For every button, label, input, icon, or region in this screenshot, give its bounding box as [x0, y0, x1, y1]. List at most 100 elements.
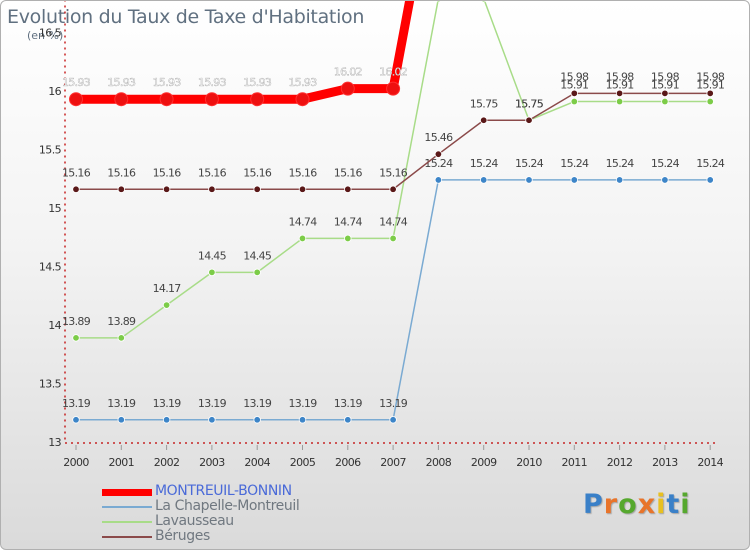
y-tick-label: 15.5 [39, 144, 62, 157]
data-label: 13.19 [153, 397, 182, 410]
data-point [208, 268, 216, 277]
x-tick-label: 2013 [652, 456, 678, 469]
x-tick-label: 2005 [290, 456, 316, 469]
y-tick-label: 16.5 [39, 27, 62, 40]
data-label: 14.74 [379, 215, 408, 228]
data-label: 14.45 [243, 249, 272, 262]
data-point [434, 176, 443, 184]
logo-letter: i [656, 489, 667, 520]
data-label: 15.93 [243, 76, 272, 89]
data-point [389, 185, 397, 193]
data-point [570, 97, 578, 106]
data-label: 13.89 [107, 315, 136, 328]
y-tick-label: 13 [48, 436, 61, 449]
logo-letter: i [680, 489, 691, 520]
series-lavausseau: 13.89 13.89 14.17 14.45 14.45 14.74 14.74 14.74… [62, 1, 725, 342]
y-tick-label: 14 [48, 319, 61, 332]
data-point [615, 176, 624, 184]
data-point [344, 416, 352, 424]
data-point [295, 92, 310, 107]
x-tick-label: 2011 [561, 456, 587, 469]
data-label: 13.19 [243, 397, 272, 410]
data-point [162, 301, 171, 309]
data-label: 15.75 [515, 97, 544, 110]
data-point [298, 234, 307, 243]
data-label: 15.24 [606, 157, 635, 170]
data-label: 15.91 [560, 79, 588, 92]
data-point [615, 97, 624, 106]
data-point [525, 176, 533, 184]
data-label: 15.98 [606, 70, 635, 83]
data-label: 15.16 [379, 166, 408, 179]
data-label: 13.19 [198, 397, 227, 410]
x-tick-label: 2009 [471, 456, 497, 469]
data-label: 15.98 [696, 70, 725, 83]
data-point [298, 185, 307, 193]
data-label: 15.93 [289, 76, 318, 89]
data-point [344, 185, 352, 193]
x-tick-label: 2006 [335, 456, 361, 469]
proxiti-logo: Proxiti [583, 489, 691, 520]
legend-label: MONTREUIL-BONNIN [155, 483, 292, 499]
x-tick-label: 2012 [607, 456, 633, 469]
data-point [434, 150, 443, 158]
data-point [525, 116, 533, 124]
data-label: 15.24 [696, 157, 725, 170]
data-label: 15.24 [560, 157, 589, 170]
data-point [661, 89, 669, 98]
data-point [480, 116, 488, 124]
data-point [208, 185, 216, 193]
chart-unit-label: (en %) [27, 29, 64, 42]
data-point [253, 185, 261, 193]
data-point [386, 81, 401, 96]
data-label: 15.93 [107, 76, 136, 89]
data-point [72, 416, 80, 424]
data-label: 15.16 [198, 166, 227, 179]
data-point [114, 92, 129, 107]
data-point [253, 416, 261, 424]
data-label: 16.02 [379, 66, 407, 79]
legend-label: Béruges [155, 528, 210, 544]
x-tick-label: 2014 [697, 456, 723, 469]
data-label: 15.24 [515, 157, 544, 170]
data-point [344, 234, 352, 243]
data-label: 15.91 [696, 79, 724, 92]
data-label: 15.98 [651, 70, 680, 83]
data-label: 15.16 [334, 166, 363, 179]
legend-swatch [102, 506, 152, 508]
legend-label: Lavausseau [155, 513, 234, 529]
x-tick-label: 2003 [199, 456, 225, 469]
data-point [253, 268, 261, 277]
legend-swatch [102, 536, 152, 538]
data-point [570, 176, 578, 184]
data-label: 13.19 [62, 397, 91, 410]
data-point [435, 1, 442, 3]
data-label: 14.74 [334, 215, 363, 228]
data-point [72, 334, 80, 342]
data-point [298, 416, 307, 424]
y-tick-label: 13.5 [39, 378, 62, 391]
data-label: 15.24 [470, 157, 499, 170]
data-point [661, 176, 669, 184]
data-label: 13.19 [379, 397, 408, 410]
data-point [480, 176, 488, 184]
data-point [117, 416, 125, 424]
data-label: 14.74 [289, 215, 318, 228]
data-label: 15.24 [424, 157, 453, 170]
data-label: 15.16 [243, 166, 272, 179]
data-label: 15.93 [198, 76, 227, 89]
data-label: 13.19 [107, 397, 136, 410]
data-label: 15.93 [62, 76, 91, 89]
x-tick-label: 2010 [516, 456, 542, 469]
data-point [706, 97, 714, 106]
data-label: 13.89 [62, 315, 91, 328]
data-point [162, 185, 171, 193]
x-tick-label: 2004 [244, 456, 270, 469]
data-point [340, 81, 355, 96]
data-label: 15.24 [651, 157, 680, 170]
data-point [117, 185, 125, 193]
x-tick-label: 2008 [426, 456, 452, 469]
data-label: 15.93 [153, 76, 182, 89]
data-label: 15.75 [470, 97, 499, 110]
